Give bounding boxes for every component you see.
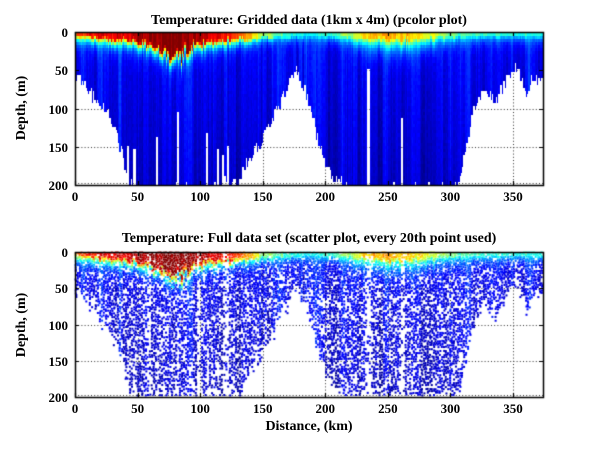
x-tick-label: 250 xyxy=(378,189,398,204)
y-tick-label: 200 xyxy=(48,390,69,405)
x-tick-label: 50 xyxy=(131,401,145,416)
y-tick-label: 150 xyxy=(48,139,69,155)
y-tick-label: 50 xyxy=(55,63,68,79)
x-tick-label: 100 xyxy=(190,401,210,416)
x-tick-label: 250 xyxy=(378,401,398,416)
x-tick-label: 100 xyxy=(190,189,210,204)
x-tick-label: 350 xyxy=(503,189,523,204)
x-tick-label: 200 xyxy=(315,401,336,416)
y-tick-label: 50 xyxy=(55,281,68,297)
x-tick-label: 0 xyxy=(71,189,79,204)
x-tick-label: 150 xyxy=(252,189,273,204)
plot1-title: Temperature: Gridded data (1km x 4m) (pc… xyxy=(151,13,467,28)
x-tick-label: 50 xyxy=(131,189,145,204)
x-tick-label: 350 xyxy=(503,401,523,416)
x-tick-label: 200 xyxy=(315,189,336,204)
x-tick-label: 300 xyxy=(440,189,461,204)
y-tick-label: 0 xyxy=(61,245,69,260)
plot2-xlabel: Distance, (km) xyxy=(265,419,353,434)
plot2-ylabel: Depth, (m) xyxy=(14,292,29,358)
y-tick-label: 200 xyxy=(48,178,69,193)
y-tick-label: 100 xyxy=(48,101,69,117)
x-tick-label: 150 xyxy=(252,401,273,416)
plot1-ylabel: Depth, (m) xyxy=(14,75,29,141)
plot2-title: Temperature: Full data set (scatter plot… xyxy=(121,231,497,246)
x-tick-label: 0 xyxy=(71,401,79,416)
y-tick-label: 100 xyxy=(48,317,69,333)
y-tick-label: 150 xyxy=(48,353,69,369)
x-tick-label: 300 xyxy=(440,401,461,416)
y-tick-label: 0 xyxy=(61,25,69,40)
